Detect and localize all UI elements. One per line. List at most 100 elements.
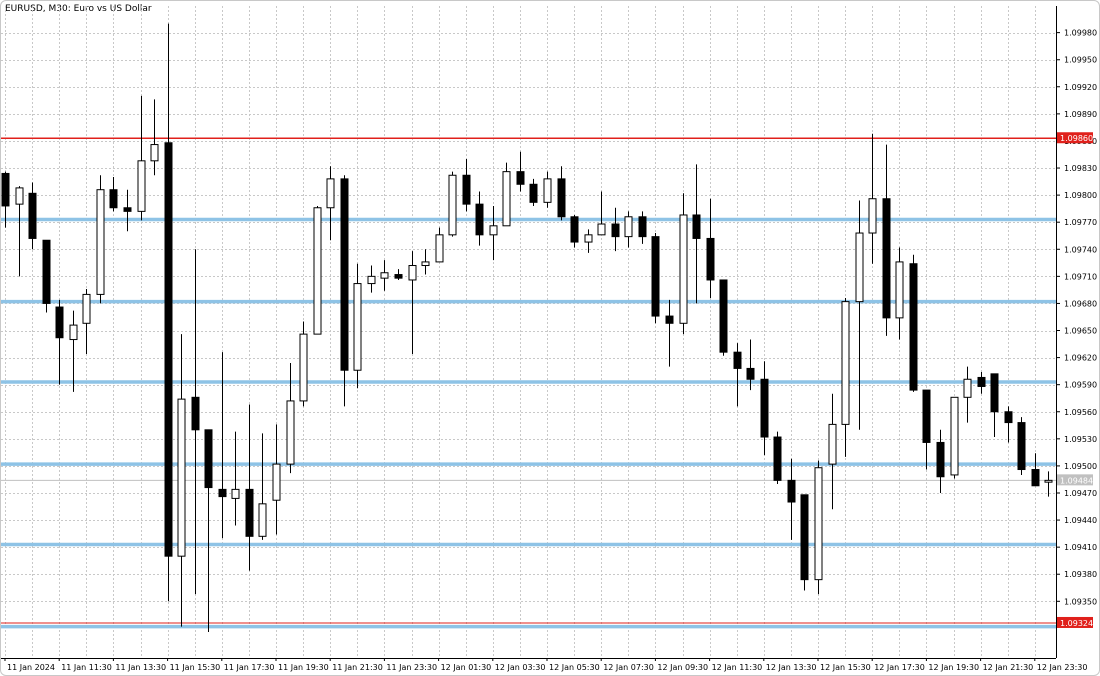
y-tick-label: 1.09560	[1064, 408, 1097, 417]
candle-body	[408, 265, 417, 281]
y-tick-label: 1.09620	[1064, 354, 1097, 363]
x-tick-label: 12 Jan 07:30	[603, 663, 654, 672]
candle-body	[42, 239, 51, 304]
candle-body	[137, 160, 146, 212]
candle-body	[475, 203, 484, 236]
candle-body	[28, 192, 37, 239]
candle-body	[489, 225, 498, 236]
candle-body	[950, 396, 959, 476]
candle-body	[638, 216, 647, 238]
candle	[245, 404, 254, 571]
candle-body	[706, 237, 715, 281]
candle	[638, 211, 647, 244]
candle-body	[313, 207, 322, 335]
candle	[1004, 406, 1013, 443]
y-tick-label: 1.09470	[1064, 489, 1097, 498]
candle-body	[340, 178, 349, 371]
candle	[394, 269, 403, 280]
candles	[1, 23, 1053, 632]
candle-body	[191, 396, 200, 431]
candle	[69, 310, 78, 392]
candle	[855, 200, 864, 430]
y-tick-label: 1.09680	[1064, 299, 1097, 308]
candle-body	[15, 187, 24, 205]
candle-body	[326, 178, 335, 209]
y-tick-label: 1.09920	[1064, 83, 1097, 92]
candle-body	[679, 214, 688, 324]
y-tick-label: 1.09980	[1064, 29, 1097, 38]
candle	[28, 182, 37, 250]
candle-body	[353, 283, 362, 371]
candle	[977, 372, 986, 394]
candle-body	[828, 423, 837, 465]
candle	[773, 431, 782, 484]
candle	[692, 164, 701, 304]
candle	[1044, 471, 1053, 497]
candle	[191, 249, 200, 595]
candle	[55, 299, 64, 385]
candle-body	[692, 214, 701, 239]
candle	[1031, 453, 1040, 487]
candle-body	[868, 198, 877, 234]
candle	[42, 239, 51, 313]
y-tick-label: 1.09410	[1064, 543, 1097, 552]
y-tick-label: 1.09440	[1064, 516, 1097, 525]
candle-body	[814, 467, 823, 581]
candle-body	[299, 333, 308, 402]
y-tick-label: 1.09710	[1064, 272, 1097, 281]
candle-body	[394, 274, 403, 279]
candle-body	[909, 263, 918, 391]
y-tick-label: 1.09740	[1064, 245, 1097, 254]
candle-body	[502, 171, 511, 227]
x-tick-label: 11 Jan 15:30	[170, 663, 221, 672]
candle	[462, 159, 471, 212]
x-tick-label: 12 Jan 05:30	[549, 663, 600, 672]
candle	[963, 366, 972, 423]
candle-body	[96, 189, 105, 295]
candle-body	[164, 142, 173, 557]
candle-body	[895, 261, 904, 319]
current-price-tag-label: 1.09484	[1060, 476, 1093, 485]
candle	[665, 299, 674, 367]
candle	[502, 162, 511, 227]
candle-body	[380, 272, 389, 279]
candle-body	[543, 178, 552, 203]
candle	[611, 207, 620, 252]
candle	[746, 339, 755, 391]
candle	[529, 178, 538, 206]
candle-body	[760, 378, 769, 438]
candle-body	[1044, 479, 1053, 483]
candle-body	[1004, 411, 1013, 424]
candle-body	[651, 236, 660, 317]
y-tick-label: 1.09530	[1064, 435, 1097, 444]
candle-body	[231, 488, 240, 499]
chart-title: EURUSD, M30: Euro vs US Dollar	[5, 4, 152, 14]
current-price-tag-box	[1057, 474, 1093, 486]
candle-body	[258, 503, 267, 537]
candle	[286, 363, 295, 474]
candle	[380, 260, 389, 291]
support-price-tag-box	[1057, 616, 1093, 628]
x-tick-label: 12 Jan 11:30	[712, 663, 763, 672]
candle-body	[570, 216, 579, 243]
candle	[123, 189, 132, 232]
candle-body	[421, 261, 430, 267]
candle	[475, 191, 484, 246]
candle-body	[1, 172, 10, 207]
candle	[489, 205, 498, 261]
candle	[82, 288, 91, 354]
candle	[584, 229, 593, 253]
candle-body	[272, 463, 281, 501]
candle-body	[977, 376, 986, 387]
candle	[828, 393, 837, 510]
y-tick-label: 1.09500	[1064, 462, 1097, 471]
candle	[109, 177, 118, 212]
x-tick-label: 11 Jan 17:30	[224, 663, 275, 672]
candle-body	[448, 174, 457, 236]
candle	[435, 227, 444, 263]
candle	[624, 211, 633, 248]
x-tick-label: 11 Jan 21:30	[332, 663, 383, 672]
candle-body	[218, 488, 227, 498]
